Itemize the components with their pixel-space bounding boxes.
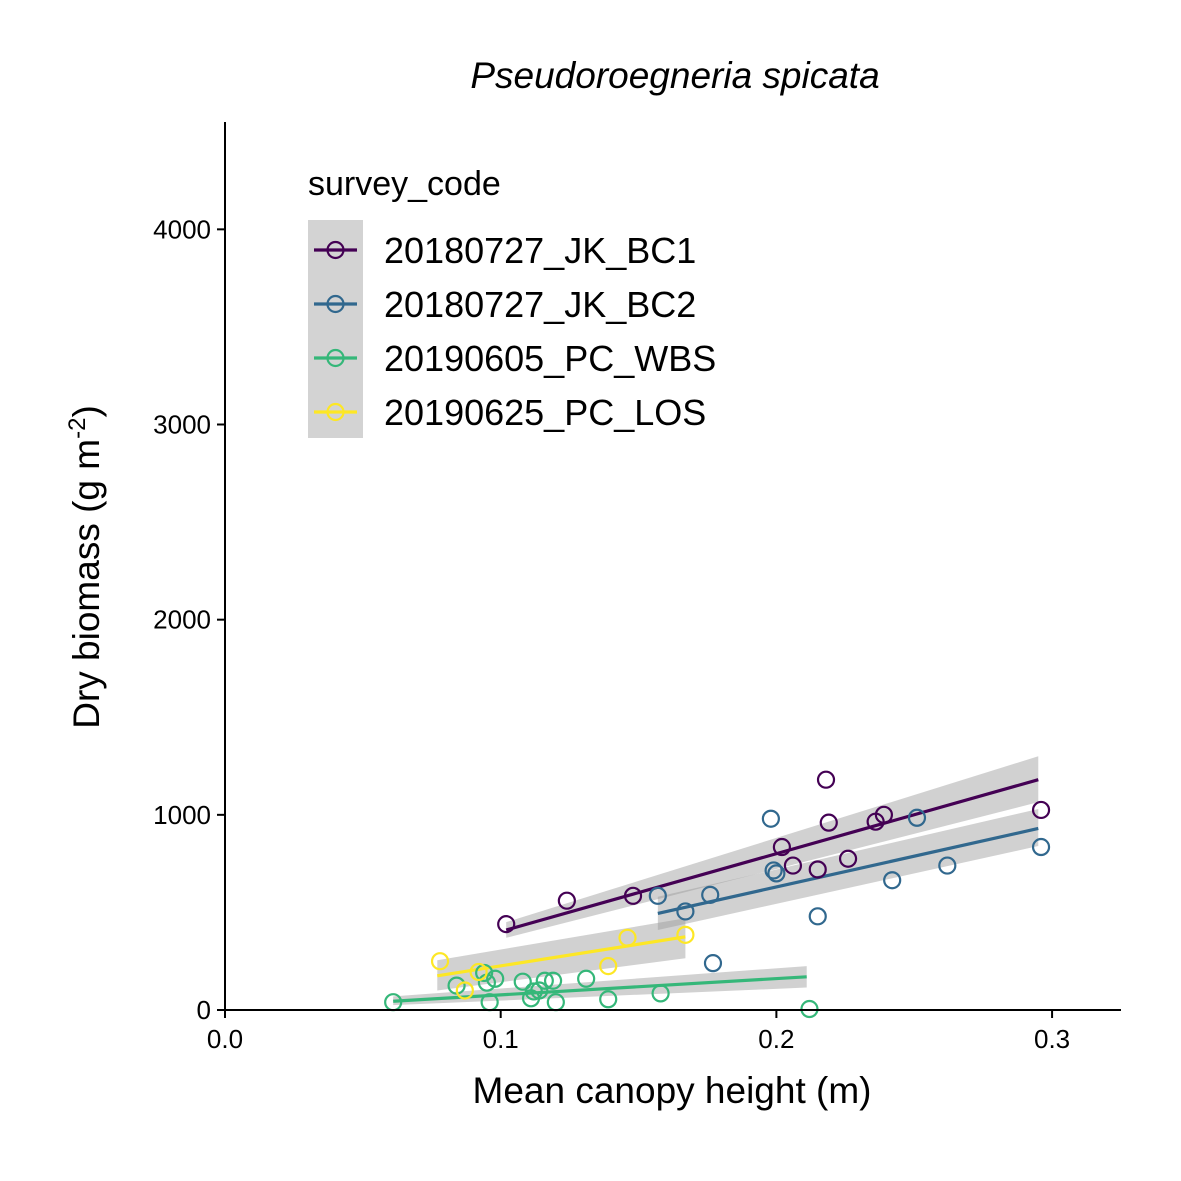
data-point-2-13: [577, 969, 596, 988]
data-point-1-1: [676, 902, 695, 921]
data-point-3-1: [455, 981, 474, 1000]
legend-key-point: [326, 294, 345, 314]
data-point-0-8: [838, 849, 858, 868]
data-point-2-6: [513, 972, 532, 991]
data-point-0-11: [1031, 800, 1051, 820]
y-tick-label: 2000: [153, 605, 211, 635]
x-tick-label: 0.0: [207, 1024, 243, 1054]
legend-key-point: [326, 348, 345, 368]
data-point-0-5: [808, 860, 827, 879]
data-point-3-2: [469, 962, 488, 982]
legend: survey_code 20180727_JK_BC1 20180727_JK_B…: [308, 165, 716, 438]
legend-entry-label: 20190605_PC_WBS: [384, 338, 716, 379]
data-point-3-4: [618, 928, 637, 947]
data-point-3-0: [430, 952, 450, 971]
legend-key-point: [326, 240, 345, 260]
y-axis-label-main: Dry biomass (g m: [66, 439, 107, 729]
data-point-2-15: [651, 984, 670, 1003]
legend-key-background: [308, 220, 363, 438]
data-point-1-2: [701, 885, 720, 904]
data-point-0-6: [816, 770, 836, 789]
legend-entry-label: 20180727_JK_BC2: [384, 284, 696, 325]
data-points: [384, 770, 1051, 1019]
data-point-0-10: [874, 805, 894, 824]
x-axis-ticks: 0.0 0.1 0.2 0.3: [207, 1010, 1070, 1054]
data-point-1-11: [1031, 837, 1051, 857]
y-axis-label-superscript: -2: [64, 418, 91, 439]
y-tick-label: 3000: [153, 410, 211, 440]
data-point-2-11: [543, 971, 563, 990]
data-point-3-3: [599, 956, 618, 976]
data-point-1-3: [703, 954, 723, 973]
legend-key-point: [326, 402, 345, 422]
data-point-1-7: [808, 907, 827, 926]
data-point-0-2: [623, 886, 643, 905]
data-point-0-3: [772, 837, 791, 857]
data-point-1-10: [938, 856, 957, 875]
data-point-0-0: [497, 915, 516, 934]
y-axis-ticks: 0 1000 2000 3000 4000: [153, 214, 225, 1025]
data-point-1-6: [767, 864, 786, 883]
data-point-2-10: [535, 971, 554, 990]
fit-line-1: [657, 826, 1039, 915]
y-tick-label: 0: [197, 995, 211, 1025]
data-point-1-9: [907, 808, 927, 827]
data-point-1-5: [764, 861, 783, 880]
data-point-2-14: [599, 990, 618, 1009]
data-point-1-8: [883, 871, 902, 890]
x-tick-label: 0.1: [483, 1024, 519, 1054]
data-point-1-4: [761, 809, 780, 828]
x-tick-label: 0.3: [1034, 1024, 1070, 1054]
y-tick-label: 1000: [153, 800, 211, 830]
data-point-1-0: [648, 886, 667, 905]
legend-entry-label: 20190625_PC_LOS: [384, 392, 706, 433]
y-tick-label: 4000: [153, 214, 211, 244]
legend-entry-label: 20180727_JK_BC1: [384, 230, 696, 271]
data-point-0-1: [557, 891, 576, 910]
chart-title: Pseudoroegneria spicata: [470, 55, 879, 96]
x-axis-label: Mean canopy height (m): [473, 1070, 872, 1111]
y-axis-label: Dry biomass (g m-2): [64, 405, 107, 729]
legend-title: survey_code: [308, 165, 501, 203]
data-point-2-4: [486, 969, 505, 988]
data-point-2-9: [530, 981, 549, 1000]
data-point-0-7: [819, 813, 838, 832]
fit-line-0: [505, 778, 1039, 932]
data-point-0-4: [783, 856, 803, 875]
x-tick-label: 0.2: [758, 1024, 794, 1054]
y-axis-label-close: ): [66, 405, 107, 417]
data-point-3-5: [676, 925, 695, 944]
fit-line-3: [437, 935, 686, 978]
